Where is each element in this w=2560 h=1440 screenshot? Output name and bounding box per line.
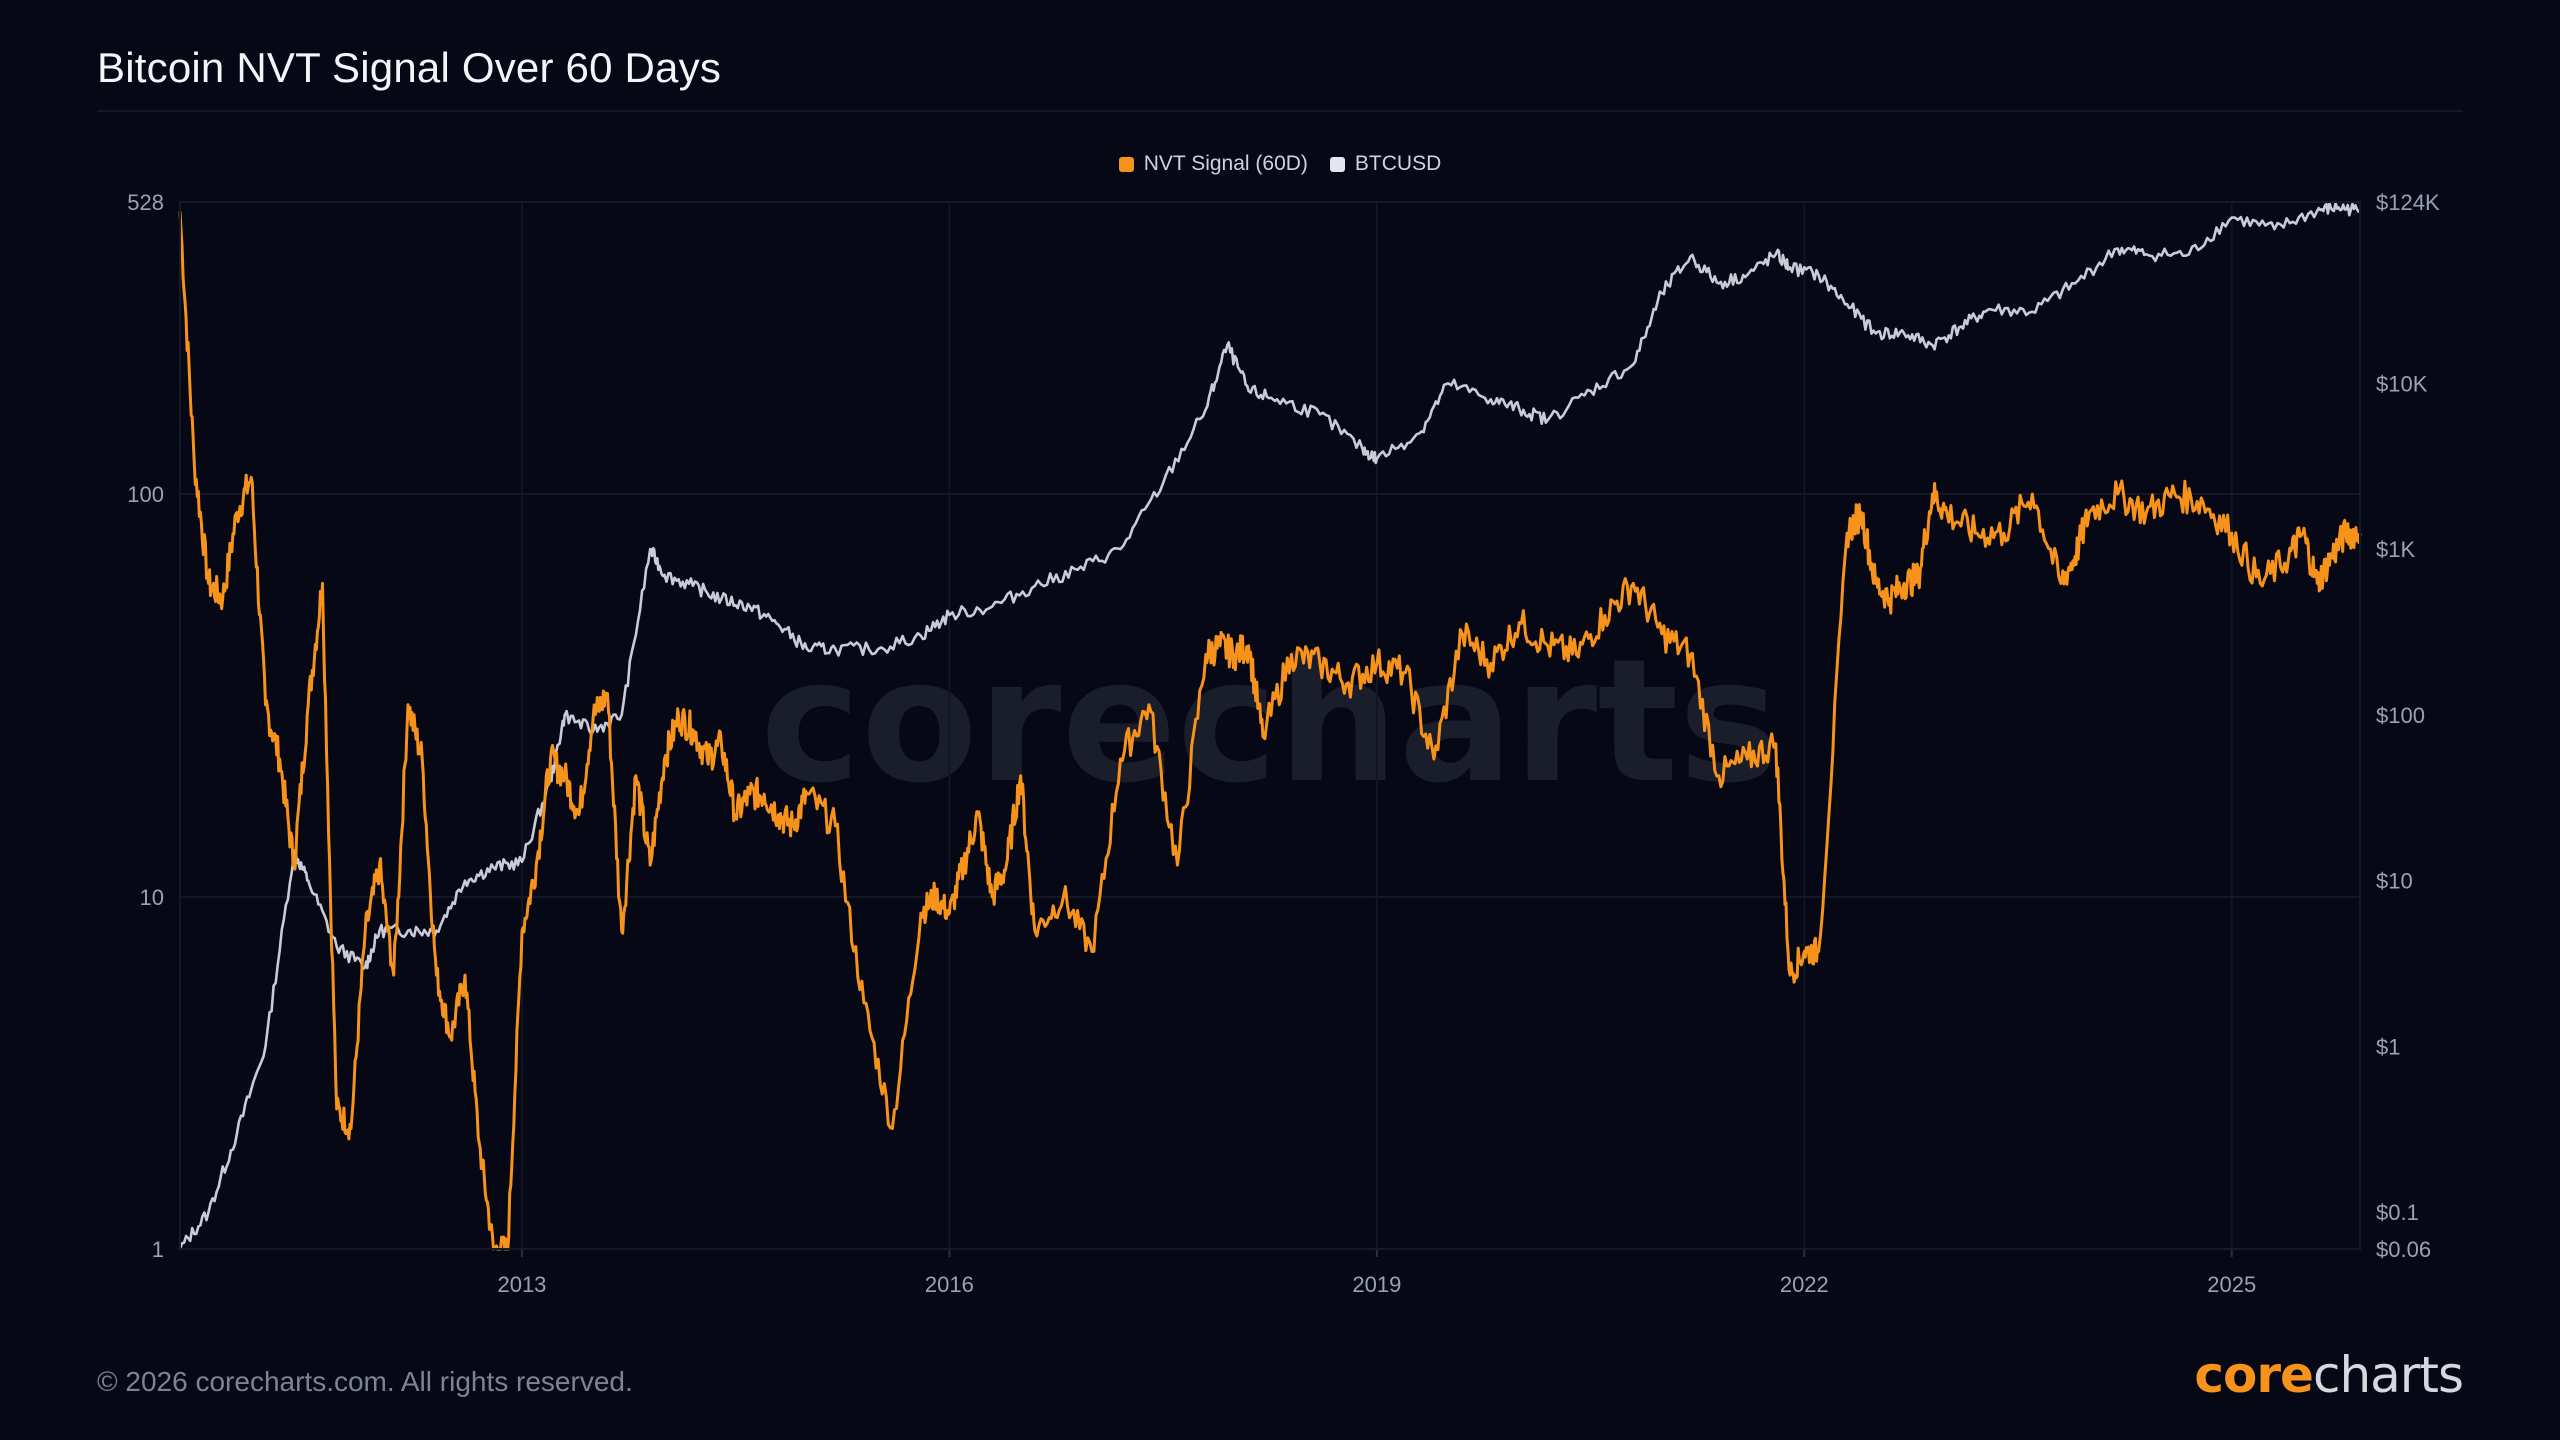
x-tick-label: 2025: [2207, 1272, 2256, 1297]
y-right-tick-label: $1: [2376, 1034, 2400, 1059]
y-right-tick-label: $0.1: [2376, 1200, 2419, 1225]
y-right-tick-label: $10: [2376, 869, 2413, 894]
series-line-btcusd: [178, 201, 2361, 1250]
y-right-tick-label: $0.06: [2376, 1237, 2431, 1262]
x-tick-label: 2016: [925, 1272, 974, 1297]
y-right-tick-label: $100: [2376, 703, 2425, 728]
x-tick-label: 2019: [1352, 1272, 1401, 1297]
y-axis-left-ticks: 1 10 100 528: [127, 190, 164, 1262]
y-left-tick-label: 528: [127, 190, 164, 215]
brand-logo[interactable]: corecharts: [2194, 1346, 2464, 1404]
y-right-tick-label: $1K: [2376, 537, 2415, 562]
x-axis-ticks: 2013 2016 2019 2022 2025: [497, 1249, 2256, 1297]
legend-label-btcusd: BTCUSD: [1354, 152, 1442, 175]
watermark: corecharts: [760, 623, 1780, 821]
copyright-text: © 2026 corecharts.com. All rights reserv…: [97, 1366, 633, 1397]
legend-item-btcusd[interactable]: BTCUSD: [1329, 152, 1442, 176]
y-right-tick-label: $124K: [2376, 190, 2440, 215]
plot-frame: [179, 201, 2361, 1250]
y-axis-right-ticks: $0.06 $0.1 $1 $10 $100 $1K $10K $124K: [2376, 190, 2440, 1262]
y-right-tick-label: $10K: [2376, 371, 2428, 396]
chart-title: Bitcoin NVT Signal Over 60 Days: [97, 44, 722, 91]
legend-swatch-nvt: [1118, 156, 1134, 172]
x-tick-label: 2022: [1780, 1272, 1829, 1297]
legend-item-nvt[interactable]: NVT Signal (60D): [1118, 152, 1308, 176]
legend: NVT Signal (60D) BTCUSD: [0, 152, 2560, 176]
y-left-tick-label: 1: [152, 1237, 164, 1262]
brand-logo-charts: charts: [2312, 1346, 2464, 1404]
y-left-tick-label: 100: [127, 482, 164, 507]
x-tick-label: 2013: [497, 1272, 546, 1297]
legend-label-nvt: NVT Signal (60D): [1143, 152, 1308, 175]
legend-swatch-btcusd: [1329, 156, 1345, 172]
series-line-nvt-signal: [178, 211, 2362, 1251]
grid-lines: [180, 202, 2360, 1249]
title-divider: [97, 110, 2463, 112]
y-left-tick-label: 10: [140, 885, 164, 910]
brand-logo-core: core: [2194, 1346, 2314, 1404]
